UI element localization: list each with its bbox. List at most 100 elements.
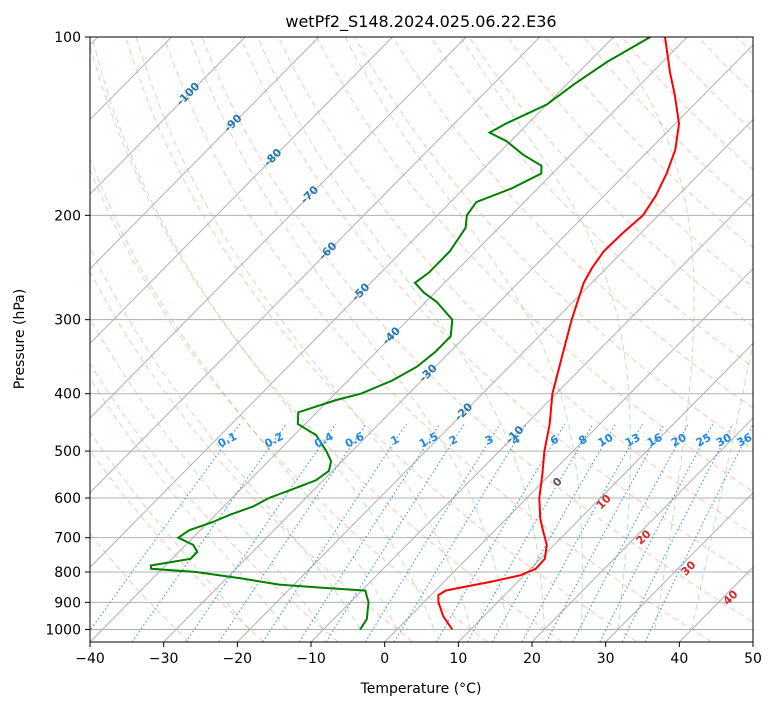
x-tick-label: 30 (597, 651, 615, 667)
x-tick-label: 50 (744, 651, 762, 667)
isotherm-line (163, 44, 753, 642)
dry-adiabat (468, 37, 753, 328)
isotherm-line (531, 417, 753, 642)
dry-adiabat (354, 37, 753, 451)
x-tick-label: 0 (380, 651, 389, 667)
dry-adiabat (239, 37, 753, 579)
adiabat-label: 20 (634, 527, 654, 547)
y-tick-label: 200 (54, 208, 81, 224)
moist-adiabat (460, 37, 631, 630)
dry-adiabat (90, 449, 264, 642)
adiabat-label: 30 (679, 558, 699, 578)
isotherm-line (457, 342, 753, 642)
mixing-ratio-line (521, 423, 644, 642)
adiabat-label: 40 (721, 587, 741, 607)
dry-adiabat (659, 37, 753, 132)
moist-adiabat (90, 317, 324, 630)
moist-adiabat (90, 431, 251, 630)
mixing-ratio-label: 36 (735, 431, 755, 450)
mixing-ratio-label: 0.1 (216, 430, 239, 451)
isotherm-line (90, 37, 467, 419)
grid-lines (90, 37, 753, 642)
isotherm-line (605, 492, 753, 642)
mixing-ratio-label: 20 (669, 431, 689, 450)
adiabat-label: 0 (550, 475, 565, 490)
moist-adiabat (189, 37, 509, 630)
mixing-ratio-line (545, 423, 665, 642)
y-tick-label: 700 (54, 531, 81, 547)
x-axis: −40 −30 −20 −10 0 10 20 30 40 50 (75, 642, 762, 667)
y-tick-label: 300 (54, 313, 81, 329)
y-axis-label: Pressure (hPa) (12, 289, 28, 389)
temperature-profile (437, 37, 681, 630)
mixing-ratio-line (364, 423, 501, 642)
isotherm-line (90, 37, 688, 642)
dry-adiabat (90, 43, 563, 642)
dry-adiabat (697, 37, 753, 93)
dry-adiabat (392, 37, 753, 409)
isotherm-line (384, 268, 753, 642)
adiabat-label: 10 (594, 492, 614, 512)
chart-title: wetPf2_S148.2024.025.06.22.E36 (285, 12, 556, 32)
mixing-ratio-line (218, 423, 367, 642)
dewpoint-profile (149, 37, 651, 630)
x-axis-label: Temperature (°C) (360, 681, 482, 697)
dry-adiabat (125, 37, 638, 642)
mixing-ratio-label: 10 (596, 431, 616, 450)
mixing-ratio-label: 0.6 (343, 430, 367, 451)
profile-lines (149, 37, 681, 630)
mixing-ratio-label: 3 (483, 433, 496, 448)
mixing-ratio-label: 16 (645, 431, 665, 450)
mixing-ratio-label: 25 (694, 431, 714, 450)
mixing-ratio-line (393, 423, 527, 642)
background-lines (90, 37, 753, 642)
isotherm-line (310, 193, 753, 642)
isotherm-line (236, 118, 753, 642)
mixing-ratio-line (572, 423, 689, 642)
y-tick-label: 800 (54, 565, 81, 581)
y-axis: 100 200 300 400 500 600 700 800 900 1000 (45, 30, 90, 638)
dry-adiabat (735, 37, 753, 55)
dry-adiabat (90, 167, 488, 642)
y-tick-label: 600 (54, 491, 81, 507)
isotherm-line (90, 37, 541, 494)
x-tick-label: 20 (523, 651, 541, 667)
isotherm-line (90, 37, 246, 195)
plot-frame (89, 36, 754, 643)
x-tick-label: −30 (149, 651, 179, 667)
mixing-ratio-line (262, 423, 407, 642)
mixing-ratio-line (599, 423, 714, 642)
dry-adiabat (201, 37, 753, 623)
dry-adiabat (544, 37, 753, 249)
mixing-ratio-lines (90, 423, 753, 642)
x-tick-label: −10 (296, 651, 326, 667)
mixing-ratio-label: 30 (714, 431, 734, 450)
mixing-ratio-line (185, 423, 337, 642)
dry-adiabat (163, 37, 712, 642)
moist-adiabat (90, 377, 287, 630)
mixing-ratio-line (435, 423, 566, 642)
mixing-ratio-label: 13 (623, 431, 643, 450)
x-tick-label: 40 (670, 651, 688, 667)
isotherm-line (752, 641, 753, 642)
dry-adiabat (90, 270, 414, 642)
dry-adiabat (316, 37, 753, 493)
mixing-ratio-line (644, 423, 753, 642)
moist-adiabat (91, 37, 435, 630)
mixing-ratio-line (90, 423, 241, 632)
mixing-ratio-line (491, 423, 617, 642)
x-tick-label: 10 (449, 651, 467, 667)
dry-adiabat (621, 37, 753, 171)
isotherm-line (90, 37, 614, 569)
dry-adiabat (430, 37, 753, 369)
mixing-ratio-line (621, 423, 734, 642)
mixing-ratio-label: 0.4 (312, 430, 336, 451)
x-tick-label: −20 (223, 651, 253, 667)
y-tick-label: 400 (54, 387, 81, 403)
isotherm-line (678, 566, 753, 642)
moist-adiabat (344, 37, 583, 630)
moist-adiabat (691, 339, 753, 630)
y-tick-label: 500 (54, 444, 81, 460)
moist-adiabat (612, 37, 695, 630)
